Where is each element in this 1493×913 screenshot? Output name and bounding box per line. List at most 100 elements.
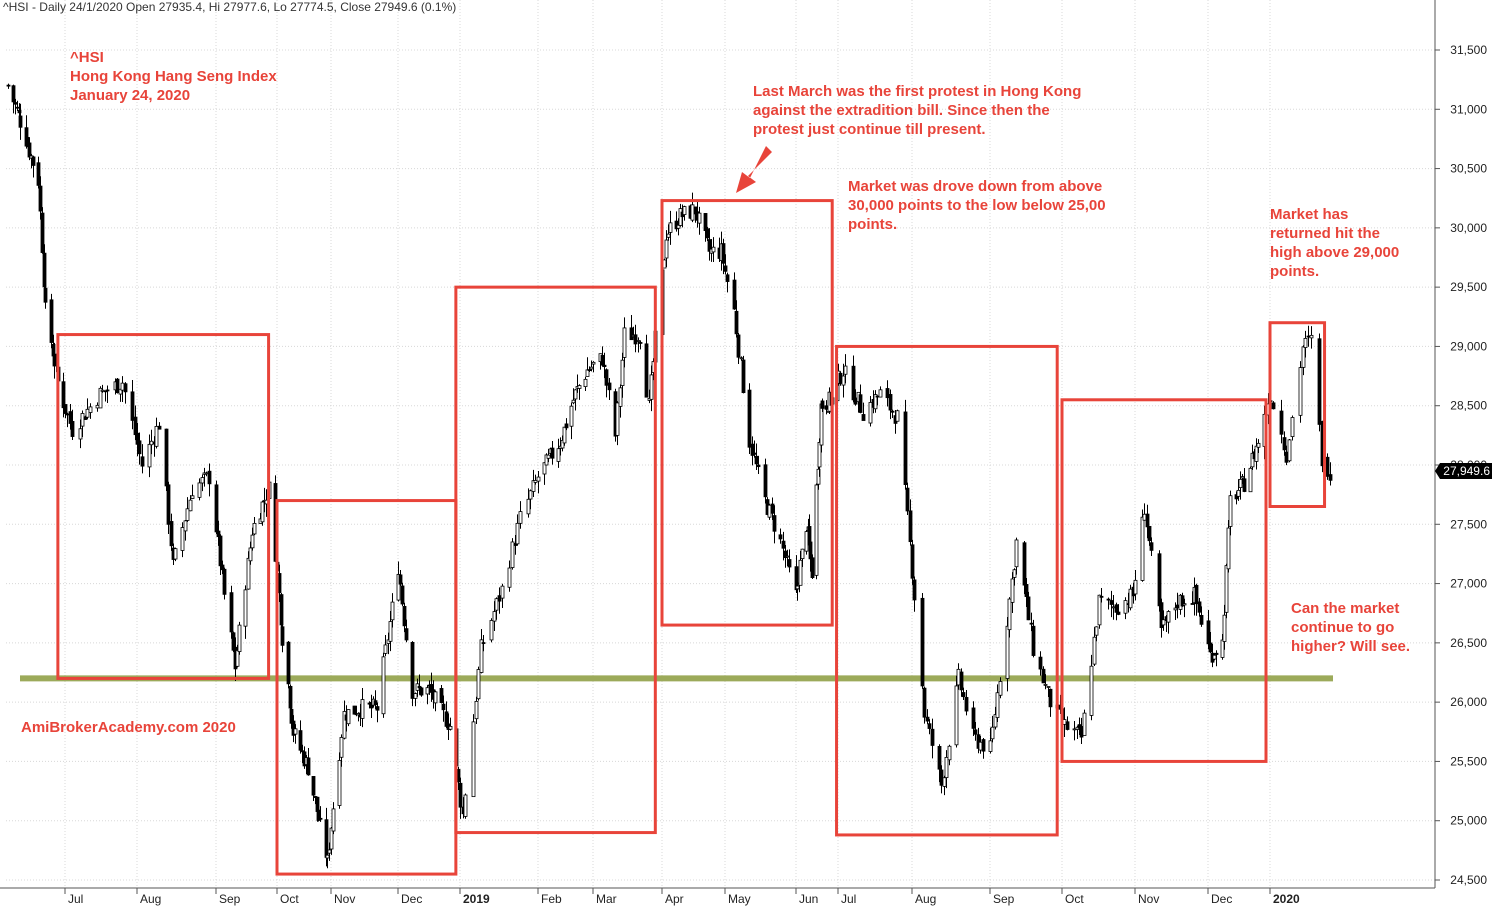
candle-body	[214, 484, 219, 533]
x-tick-label: Jul	[68, 892, 83, 906]
candle-body	[1012, 569, 1017, 578]
candle-body	[853, 397, 858, 405]
drop-annotation: Market was drove down from above 30,000 …	[848, 178, 1106, 233]
candle-body	[981, 739, 986, 752]
candle-body	[937, 746, 942, 770]
candle-body	[11, 85, 16, 103]
y-tick-label: 24,500	[1450, 873, 1487, 887]
candle-body	[636, 340, 641, 342]
candle-body	[600, 355, 605, 366]
candle-body	[752, 452, 757, 455]
candle-body	[352, 705, 357, 715]
candle-body	[1212, 654, 1217, 660]
candle-body	[571, 399, 576, 404]
candle-body	[166, 484, 171, 525]
candle-body	[920, 597, 925, 687]
candle-body	[216, 530, 221, 538]
candle-body	[306, 757, 311, 776]
candle-body	[458, 782, 463, 808]
candle-body	[404, 628, 409, 641]
candle-body	[381, 656, 386, 715]
candle-body	[373, 700, 378, 706]
candle-body	[18, 115, 23, 128]
candle-body	[183, 520, 188, 532]
candle-body	[388, 621, 393, 642]
candle-body	[1079, 726, 1084, 738]
candle-body	[817, 442, 822, 468]
candle-body	[137, 440, 142, 455]
candle-body	[585, 369, 590, 377]
question-annotation: Can the market continue to go higher? Wi…	[1291, 600, 1411, 655]
candle-body	[1089, 665, 1094, 716]
candle-body	[1175, 604, 1180, 609]
candle-body	[515, 522, 520, 545]
candle-body	[851, 365, 856, 401]
candle-body	[808, 541, 813, 560]
candle-body	[1140, 516, 1145, 581]
range-box	[1268, 321, 1327, 509]
candle-body	[1147, 525, 1152, 542]
candle-body	[629, 327, 634, 341]
candle-body	[536, 476, 541, 482]
candle-body	[1010, 578, 1015, 603]
candle-body	[204, 472, 209, 475]
candle-body	[1005, 625, 1010, 679]
candle-body	[500, 585, 505, 599]
candle-body	[1290, 417, 1295, 438]
candle-body	[607, 382, 612, 391]
candle-body	[824, 405, 829, 410]
candle-body	[1224, 565, 1229, 613]
candle-body	[173, 548, 178, 560]
candle-body	[959, 671, 964, 691]
candle-body	[622, 327, 627, 358]
candle-body	[1240, 476, 1245, 479]
candle-body	[878, 389, 883, 398]
candle-body	[489, 620, 494, 641]
candle-body	[476, 669, 481, 700]
candle-body	[85, 408, 90, 418]
candle-body	[1182, 603, 1187, 606]
candle-body	[723, 265, 728, 272]
candle-body	[861, 414, 866, 421]
candle-body	[1303, 338, 1308, 348]
candle-body	[383, 644, 388, 654]
x-tick-label: Dec	[401, 892, 422, 906]
candle-body	[550, 447, 555, 459]
candle-body	[1116, 611, 1121, 615]
candle-body	[1048, 688, 1053, 708]
candles	[6, 83, 1333, 869]
candle-body	[756, 464, 761, 468]
candle-body	[1226, 527, 1231, 570]
candle-body	[1248, 467, 1253, 493]
candle-body	[814, 484, 819, 576]
candle-body	[252, 522, 257, 535]
candle-body	[1309, 334, 1314, 339]
candle-body	[70, 420, 75, 437]
candle-body	[944, 756, 949, 779]
candle-body	[479, 639, 484, 673]
candle-body	[770, 503, 775, 514]
candle-body	[448, 726, 453, 730]
candle-body	[1220, 639, 1225, 658]
candle-body	[1166, 611, 1171, 623]
candle-body	[518, 511, 523, 524]
y-tick-label: 25,500	[1450, 754, 1487, 768]
candle-body	[927, 723, 932, 729]
candle-body	[1024, 584, 1029, 597]
candle-body	[785, 555, 790, 558]
candle-body	[964, 697, 969, 712]
candle-body	[1031, 625, 1036, 656]
candle-body	[690, 204, 695, 221]
x-tick-label: Mar	[596, 892, 617, 906]
candle-body	[329, 827, 334, 850]
candle-body	[288, 685, 293, 709]
candle-body	[169, 521, 174, 547]
y-tick-label: 31,000	[1450, 102, 1487, 116]
candle-body	[988, 740, 993, 752]
candle-body	[492, 611, 497, 622]
candle-body	[888, 394, 893, 411]
candle-body	[279, 594, 284, 626]
candle-body	[463, 794, 468, 817]
title-annotation: ^HSI Hong Kong Hang Seng Index January 2…	[70, 49, 277, 104]
